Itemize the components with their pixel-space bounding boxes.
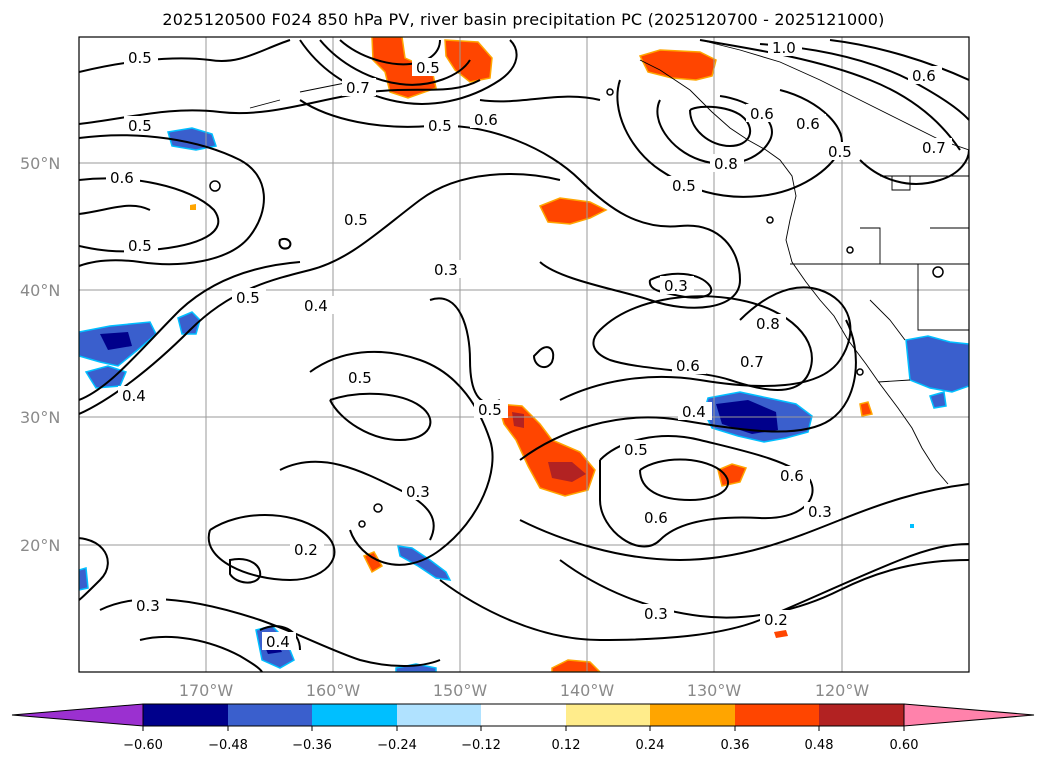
contour-label: 0.5: [128, 237, 152, 255]
map-title: 2025120500 F024 850 hPa PV, river basin …: [162, 10, 885, 29]
contour-label: 0.8: [756, 315, 780, 333]
colorbar-tick-label: 0.12: [552, 738, 581, 753]
contour-labels: 0.5 0.5 0.6 0.5 0.5 0.5 0.4 0.4 0.3 0.5 …: [106, 38, 952, 651]
contour-label: 0.5: [828, 143, 852, 161]
contour-label: 0.5: [348, 369, 372, 387]
colorbar-tick-label: −0.12: [461, 738, 501, 753]
colorbar-bin: [143, 704, 228, 726]
colorbar: −0.60 −0.48 −0.36 −0.24 −0.12 0.12 0.24 …: [11, 703, 1035, 753]
colorbar-low-extension: [11, 703, 144, 727]
colorbar-bin: [312, 704, 397, 726]
colorbar-bin: [735, 704, 819, 726]
colorbar-bin: [566, 704, 650, 726]
lat-label: 40°N: [20, 281, 60, 300]
contour-label: 0.6: [676, 357, 700, 375]
contour-label: 0.6: [912, 67, 936, 85]
lon-label: 140°W: [560, 681, 615, 700]
lon-label: 120°W: [815, 681, 870, 700]
colorbar-tick-label: 0.60: [890, 738, 919, 753]
contour-label: 0.3: [434, 261, 458, 279]
contour-label: 0.7: [346, 79, 370, 97]
contour-label: 0.5: [672, 177, 696, 195]
contour-label: 0.4: [304, 297, 328, 315]
contour-label: 0.3: [136, 597, 160, 615]
lon-label: 170°W: [179, 681, 234, 700]
contour-label: 0.7: [922, 139, 946, 157]
contour-label: 1.0: [772, 39, 796, 57]
colorbar-bin: [481, 704, 566, 726]
contour-label: 0.2: [294, 541, 318, 559]
lat-label: 50°N: [20, 154, 60, 173]
contour-label: 0.8: [714, 155, 738, 173]
contour-label: 0.3: [664, 277, 688, 295]
contour-label: 0.6: [780, 467, 804, 485]
contour-label: 0.6: [110, 169, 134, 187]
colorbar-tick-label: −0.60: [123, 738, 163, 753]
contour-label: 0.3: [406, 483, 430, 501]
contour-label: 0.4: [122, 387, 146, 405]
contour-label: 0.3: [808, 503, 832, 521]
contour-label: 0.5: [236, 289, 260, 307]
contour-label: 0.5: [478, 401, 502, 419]
colorbar-bin: [650, 704, 735, 726]
positive-pc-shading: [190, 37, 873, 672]
lat-label: 30°N: [20, 408, 60, 427]
contour-label: 0.3: [644, 605, 668, 623]
contour-label: 0.4: [266, 633, 290, 651]
lat-label: 20°N: [20, 536, 60, 555]
contour-label: 0.5: [624, 441, 648, 459]
lon-label: 150°W: [433, 681, 488, 700]
colorbar-tick-label: −0.48: [208, 738, 248, 753]
latitude-labels: 50°N 40°N 30°N 20°N: [20, 154, 60, 555]
contour-label: 0.2: [764, 611, 788, 629]
contour-label: 0.5: [128, 49, 152, 67]
lon-label: 130°W: [687, 681, 742, 700]
longitude-labels: 170°W 160°W 150°W 140°W 130°W 120°W: [179, 681, 870, 700]
colorbar-tick-label: 0.24: [636, 738, 665, 753]
minor-contours: [209, 88, 944, 528]
colorbar-bin: [228, 704, 312, 726]
colorbar-tick-label: 0.48: [805, 738, 834, 753]
contour-label: 0.5: [428, 117, 452, 135]
map-frame: [78, 36, 970, 673]
contour-label: 0.6: [644, 509, 668, 527]
colorbar-bin: [397, 704, 481, 726]
contour-label: 0.5: [344, 211, 368, 229]
contour-label: 0.6: [796, 115, 820, 133]
colorbar-tick-label: −0.36: [292, 738, 332, 753]
contour-label: 0.6: [750, 105, 774, 123]
colorbar-bin: [819, 704, 904, 726]
lon-label: 160°W: [306, 681, 361, 700]
colorbar-tick-label: −0.24: [377, 738, 417, 753]
map-area: 0.5 0.5 0.6 0.5 0.5 0.5 0.4 0.4 0.3 0.5 …: [79, 37, 969, 672]
pv-contours: [79, 39, 969, 672]
contour-label: 0.6: [474, 111, 498, 129]
contour-label: 0.7: [740, 353, 764, 371]
contour-label: 0.4: [682, 403, 706, 421]
colorbar-tick-label: 0.36: [721, 738, 750, 753]
colorbar-high-extension: [903, 703, 1035, 727]
contour-label: 0.5: [128, 117, 152, 135]
contour-label: 0.5: [416, 59, 440, 77]
